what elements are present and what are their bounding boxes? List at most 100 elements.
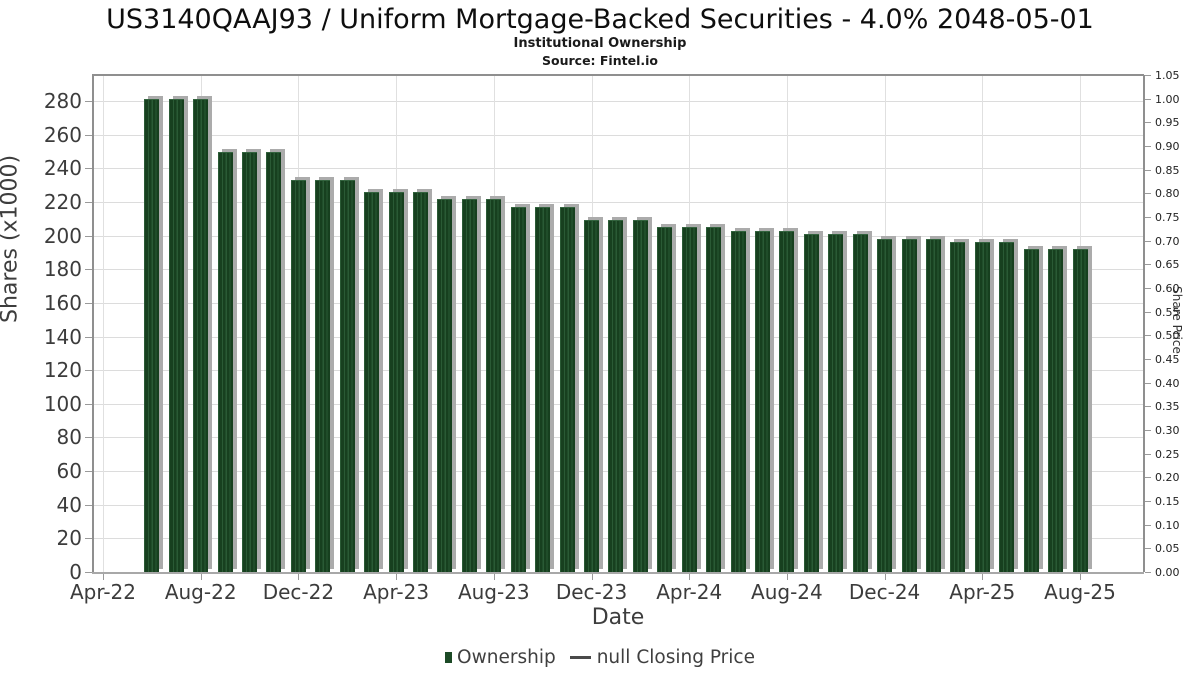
horizontal-gridline (93, 134, 1143, 136)
ownership-bar[interactable] (193, 99, 209, 572)
y-left-tick-mark (85, 471, 92, 473)
y-right-tick-label: 0.35 (1155, 400, 1180, 414)
chart-subtitle: Institutional Ownership (513, 36, 687, 51)
y-right-tick-mark (1145, 122, 1151, 124)
y-right-tick-label: 0.40 (1155, 376, 1180, 390)
y-right-tick-label: 0.95 (1155, 116, 1180, 130)
ownership-bar[interactable] (388, 191, 404, 572)
ownership-bar[interactable] (657, 227, 673, 572)
ownership-bar[interactable] (461, 198, 477, 572)
y-left-tick-label: 160 (43, 290, 82, 315)
ownership-bar[interactable] (168, 99, 184, 572)
ownership-bar[interactable] (608, 220, 624, 572)
ownership-bar[interactable] (584, 220, 599, 572)
ownership-bar[interactable] (706, 227, 722, 572)
y-right-tick-mark (1145, 524, 1151, 526)
ownership-bar[interactable] (730, 230, 746, 572)
x-axis-label: Date (591, 605, 645, 630)
ownership-bar[interactable] (510, 207, 526, 572)
ownership-bar[interactable] (486, 198, 502, 572)
ownership-bar[interactable] (852, 233, 868, 572)
x-tick-label: Dec-23 (555, 580, 628, 604)
ownership-bar[interactable] (242, 151, 258, 572)
y-left-tick-label: 280 (43, 89, 82, 114)
ownership-bar[interactable] (266, 151, 282, 572)
ownership-bar[interactable] (1023, 249, 1039, 572)
ownership-bar[interactable] (144, 99, 160, 572)
legend-item-ownership[interactable]: Ownership (445, 647, 556, 668)
x-tick-label: Aug-24 (751, 580, 823, 604)
ownership-bar[interactable] (559, 207, 575, 572)
y-left-tick-mark (85, 235, 92, 237)
ownership-bar[interactable] (779, 230, 795, 572)
y-right-tick-mark (1145, 146, 1151, 147)
legend-item-closing-price[interactable]: null Closing Price (556, 647, 755, 668)
y-right-tick-label: 0.85 (1155, 163, 1180, 177)
horizontal-gridline (93, 101, 1143, 103)
y-left-tick-mark (85, 572, 92, 573)
ownership-bar[interactable] (290, 180, 306, 572)
ownership-bar[interactable] (437, 198, 453, 572)
x-tick-label: Dec-22 (262, 580, 335, 604)
y-right-tick-mark (1145, 98, 1151, 100)
y-right-tick-label: 0.00 (1155, 566, 1180, 579)
plot-spine-left (92, 75, 94, 572)
ownership-bar[interactable] (754, 230, 770, 572)
legend-closing-price-label: null Closing Price (596, 646, 755, 668)
x-tick-label: Apr-25 (949, 580, 1016, 604)
plot-spine-bottom (92, 572, 1144, 574)
x-tick-mark (786, 574, 788, 580)
y-right-tick-mark (1145, 217, 1151, 218)
vertical-gridline (103, 75, 104, 572)
x-tick-mark (396, 574, 398, 580)
y-right-tick-label: 1.00 (1155, 92, 1180, 106)
x-tick-mark (982, 574, 984, 580)
ownership-bar[interactable] (315, 180, 331, 572)
ownership-bar[interactable] (950, 242, 966, 572)
y-right-tick-mark (1145, 501, 1151, 502)
y-right-tick-mark (1145, 430, 1151, 431)
ownership-bar[interactable] (974, 242, 990, 572)
ownership-bar[interactable] (535, 207, 551, 572)
y-right-tick-mark (1145, 311, 1151, 313)
y-left-tick-mark (85, 201, 92, 203)
y-right-tick-label: 0.20 (1155, 471, 1180, 485)
y-left-tick-label: 80 (56, 425, 82, 450)
x-tick-label: Aug-22 (164, 580, 237, 604)
ownership-bar[interactable] (828, 233, 844, 572)
ownership-bar[interactable] (217, 151, 233, 572)
ownership-bar[interactable] (364, 191, 380, 572)
x-tick-mark (591, 574, 593, 580)
ownership-bar[interactable] (413, 191, 429, 572)
legend-ownership-label: Ownership (457, 646, 556, 668)
y-left-tick-label: 240 (43, 156, 82, 181)
ownership-bar[interactable] (999, 242, 1015, 572)
ownership-bar[interactable] (632, 220, 648, 572)
y-right-tick-label: 0.05 (1155, 542, 1180, 556)
horizontal-gridline (93, 201, 1143, 203)
ownership-bar[interactable] (803, 233, 819, 572)
ownership-bar[interactable] (339, 180, 355, 572)
ownership-bar[interactable] (1072, 249, 1088, 572)
ownership-bar[interactable] (681, 227, 697, 572)
y-left-tick-label: 200 (43, 223, 82, 248)
y-left-tick-mark (85, 403, 92, 405)
ownership-series-swatch-icon (445, 651, 453, 663)
ownership-bar[interactable] (925, 238, 941, 572)
y-right-tick-label: 0.75 (1155, 211, 1180, 224)
y-right-tick-mark (1145, 548, 1151, 550)
y-left-tick-mark (85, 269, 92, 271)
plot-area (93, 75, 1143, 572)
line-series-dash-icon (569, 655, 591, 659)
y-right-tick-label: 0.90 (1155, 140, 1180, 153)
x-tick-label: Apr-24 (656, 580, 723, 604)
y-right-tick-mark (1145, 382, 1151, 384)
y-right-tick-mark (1145, 359, 1151, 360)
ownership-bar[interactable] (1048, 249, 1064, 572)
y-right-tick-label: 0.45 (1155, 353, 1180, 366)
ownership-bar[interactable] (901, 238, 917, 572)
ownership-bar[interactable] (877, 238, 893, 572)
y-left-tick-label: 180 (43, 257, 82, 282)
x-tick-mark (689, 574, 691, 580)
y-left-tick-mark (85, 336, 92, 338)
